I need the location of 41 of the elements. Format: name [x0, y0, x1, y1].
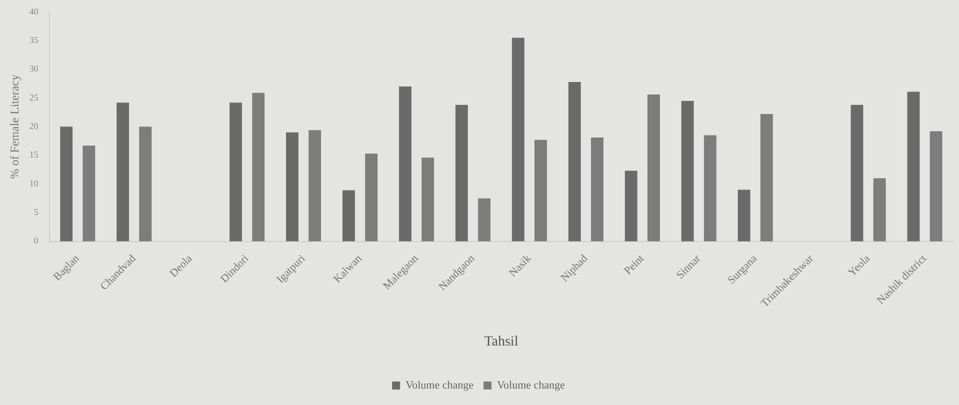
y-tick-label: 25	[29, 92, 39, 102]
bar	[478, 198, 490, 242]
legend-label: Volume change	[406, 379, 474, 392]
bar	[252, 92, 265, 242]
bar	[760, 114, 773, 242]
bar	[230, 102, 242, 242]
bar	[624, 170, 638, 242]
bar	[422, 158, 434, 242]
bar	[850, 104, 864, 242]
bar	[286, 132, 298, 242]
bar	[590, 138, 604, 242]
bar	[568, 82, 581, 242]
y-tick-label: 5	[34, 207, 39, 218]
y-tick-label: 30	[29, 64, 39, 74]
y-axis-title: % of Female Literacy	[7, 74, 22, 179]
y-tick-label: 35	[29, 35, 39, 46]
y-tick-label: 10	[29, 178, 39, 188]
bar	[308, 130, 322, 242]
bar	[139, 126, 152, 242]
bar	[455, 104, 468, 242]
x-axis-title: Tahsil	[484, 334, 518, 350]
bar	[116, 102, 130, 242]
y-tick-label: 0	[34, 236, 39, 246]
bar	[647, 94, 660, 242]
bar	[398, 86, 412, 242]
y-tick-label: 15	[29, 150, 39, 160]
bar	[365, 154, 378, 242]
bar	[738, 190, 750, 242]
bar	[60, 126, 73, 242]
legend-label: Volume change	[497, 379, 566, 392]
bar	[681, 100, 694, 242]
y-tick-label: 40	[29, 6, 39, 16]
bar	[704, 135, 716, 242]
bar	[82, 146, 96, 242]
y-tick-label: 20	[29, 121, 39, 132]
bar	[534, 140, 547, 242]
bar	[512, 38, 524, 242]
bar	[907, 92, 920, 242]
bar	[930, 131, 942, 242]
bar	[873, 178, 886, 242]
bar	[342, 190, 355, 242]
